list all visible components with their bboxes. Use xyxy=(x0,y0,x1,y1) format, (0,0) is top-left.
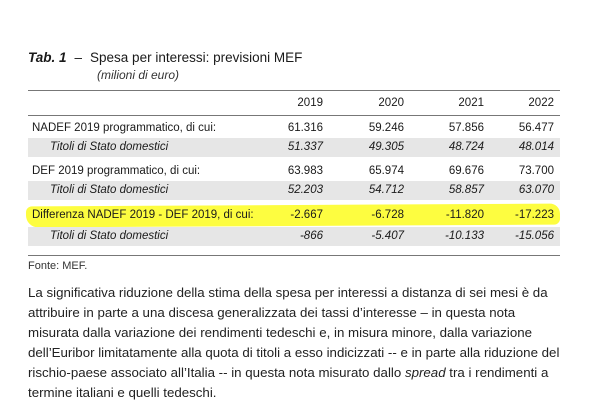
cell: 63.983 xyxy=(287,165,323,177)
body-paragraph: La significativa riduzione della stima d… xyxy=(28,283,568,403)
title-dash: – xyxy=(74,50,83,65)
table-row: Titoli di Stato domestici -866 -5.407 -1… xyxy=(28,227,560,246)
header-year-2020: 2020 xyxy=(378,97,404,109)
cell: 49.305 xyxy=(368,141,404,153)
header-year-2021: 2021 xyxy=(458,97,484,109)
cell: 54.712 xyxy=(368,184,404,196)
cell: 58.857 xyxy=(448,184,484,196)
table-top-rule xyxy=(28,90,560,91)
cell: -6.728 xyxy=(371,209,404,221)
cell: 73.700 xyxy=(518,165,554,177)
cell: 59.246 xyxy=(368,122,404,134)
table-row-highlighted: Differenza NADEF 2019 - DEF 2019, di cui… xyxy=(28,206,560,225)
table-source: Fonte: MEF. xyxy=(28,260,88,272)
table-number: Tab. 1 xyxy=(28,50,67,65)
table-header-rule xyxy=(28,115,560,116)
table-row: Titoli di Stato domestici 52.203 54.712 … xyxy=(28,181,560,200)
cell: 52.203 xyxy=(287,184,323,196)
table-row: DEF 2019 programmatico, di cui: 63.983 6… xyxy=(28,162,560,181)
cell: 57.856 xyxy=(448,122,484,134)
cell: 63.070 xyxy=(518,184,554,196)
header-year-2019: 2019 xyxy=(297,97,323,109)
cell: -10.133 xyxy=(444,230,484,242)
cell: -5.407 xyxy=(371,230,404,242)
table-title: Tab. 1– Spesa per interessi: previsioni M… xyxy=(28,50,302,65)
row-label: NADEF 2019 programmatico, di cui: xyxy=(32,122,217,134)
row-label: DEF 2019 programmatico, di cui: xyxy=(32,165,201,177)
cell: -15.056 xyxy=(514,230,554,242)
row-label: Titoli di Stato domestici xyxy=(50,141,169,153)
header-year-2022: 2022 xyxy=(528,97,554,109)
row-label: Titoli di Stato domestici xyxy=(50,184,169,196)
paragraph-emphasis: spread xyxy=(404,365,446,380)
cell: -17.223 xyxy=(514,209,554,221)
cell: 48.014 xyxy=(518,141,554,153)
table-title-text: Spesa per interessi: previsioni MEF xyxy=(90,50,303,65)
cell: 56.477 xyxy=(518,122,554,134)
cell: 61.316 xyxy=(287,122,323,134)
cell: 48.724 xyxy=(448,141,484,153)
table-row: NADEF 2019 programmatico, di cui: 61.316… xyxy=(28,119,560,138)
row-label: Titoli di Stato domestici xyxy=(50,230,169,242)
row-label: Differenza NADEF 2019 - DEF 2019, di cui… xyxy=(32,209,254,221)
cell: -866 xyxy=(299,230,323,242)
cell: 65.974 xyxy=(368,165,404,177)
table-subtitle: (milioni di euro) xyxy=(97,68,180,82)
paragraph-text: La significativa riduzione della stima d… xyxy=(28,285,560,380)
cell: 69.676 xyxy=(448,165,484,177)
cell: -2.667 xyxy=(290,209,323,221)
table-row: Titoli di Stato domestici 51.337 49.305 … xyxy=(28,138,560,157)
cell: 51.337 xyxy=(287,141,323,153)
table-bottom-rule xyxy=(28,255,560,256)
paragraph-text-end: tra i rendimenti a termine italiani e qu… xyxy=(28,365,549,400)
cell: -11.820 xyxy=(445,209,484,221)
